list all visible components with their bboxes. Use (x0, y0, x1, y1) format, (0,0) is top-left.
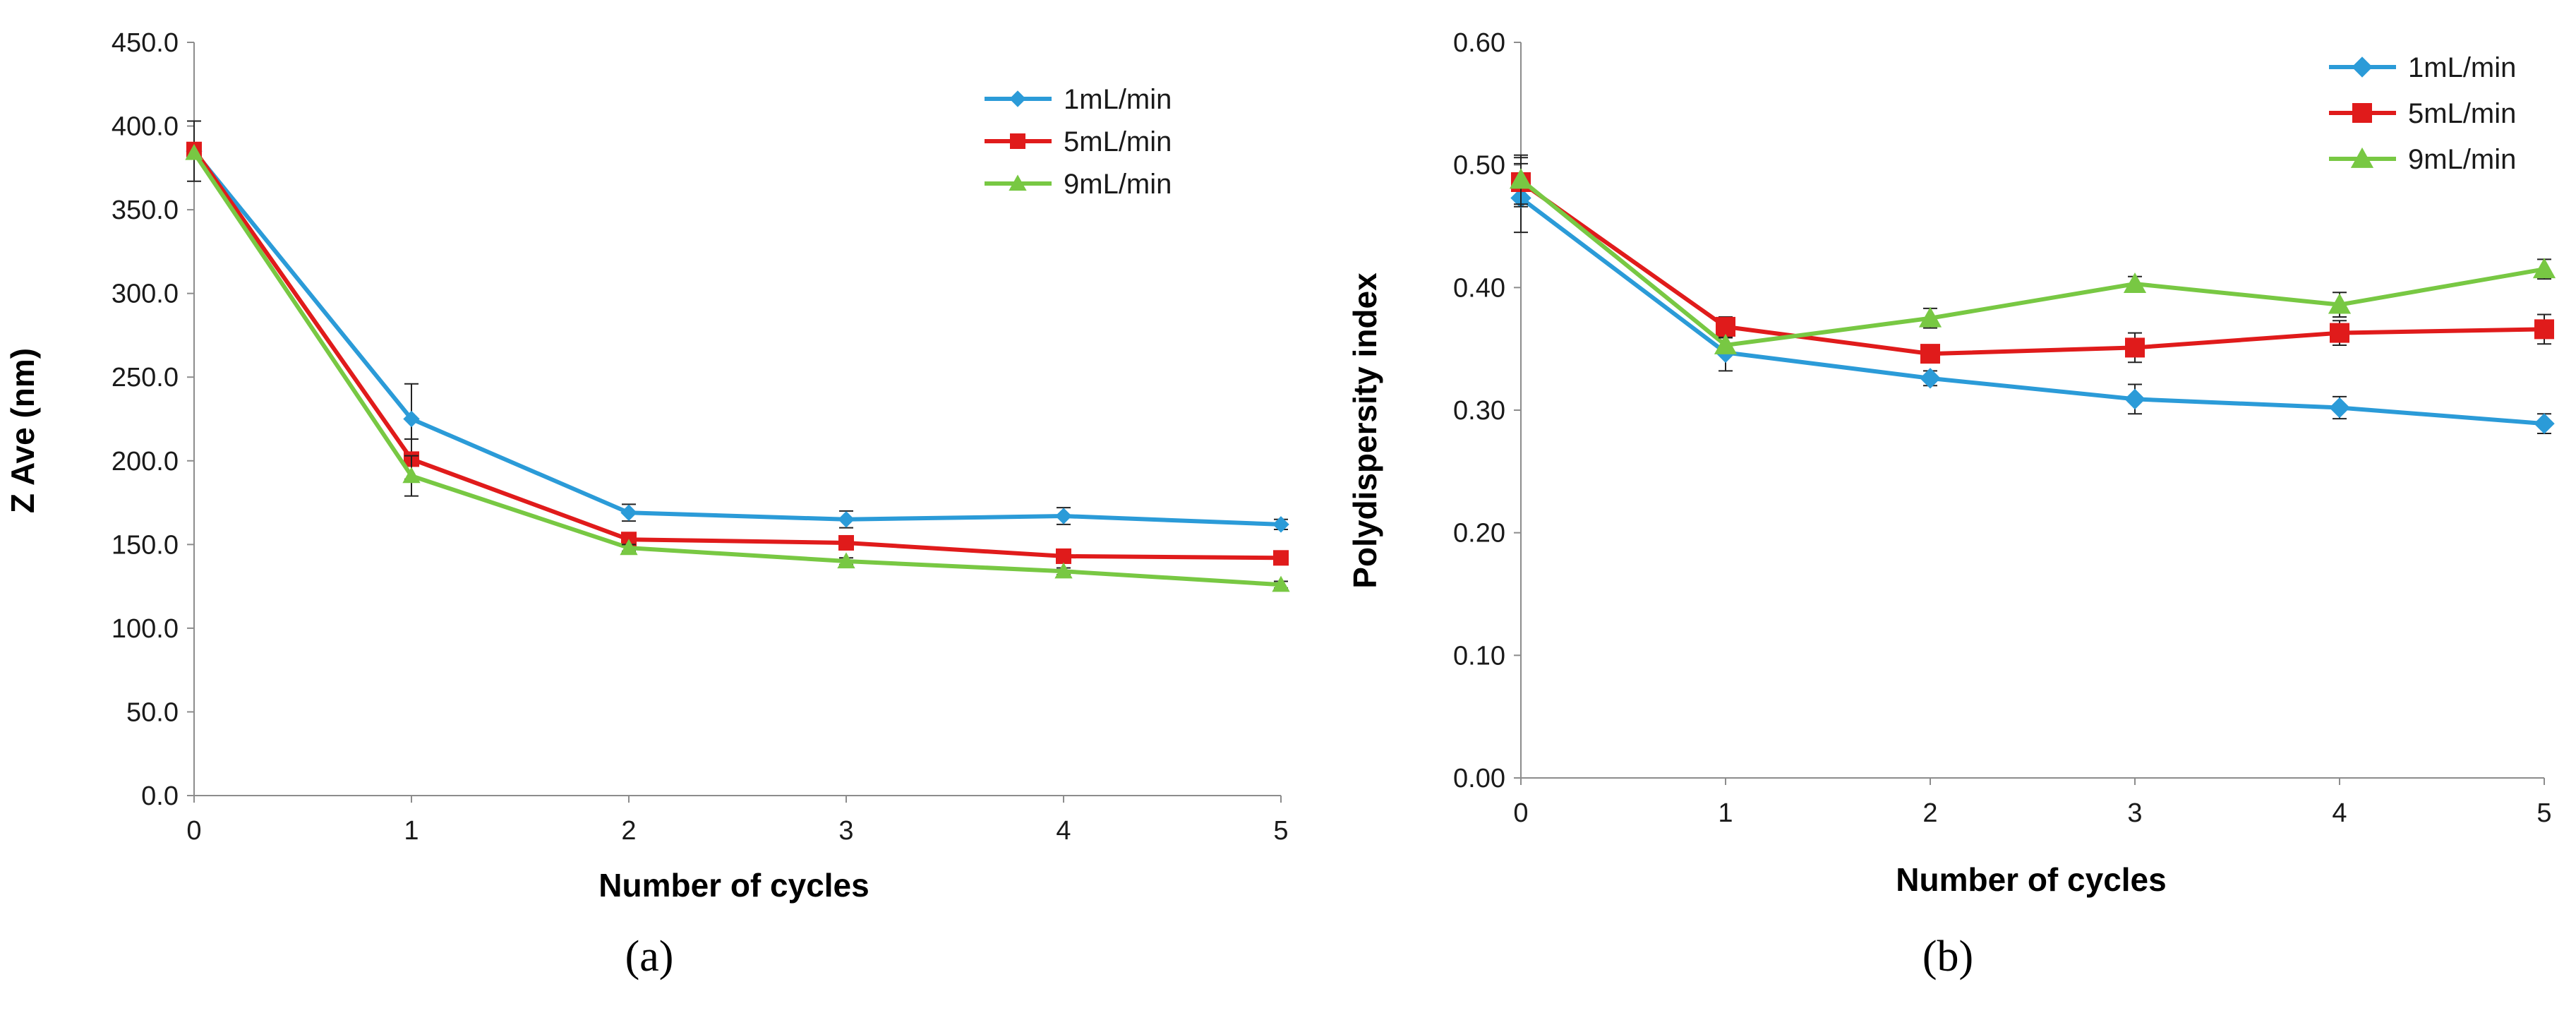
chart-a-data-point (620, 504, 637, 521)
chart-b-data-point (1918, 306, 1942, 328)
chart-b-y-tick-label: 0.10 (1453, 641, 1505, 671)
chart-a-data-point (1272, 575, 1290, 592)
chart-b-x-tick-label: 2 (1922, 798, 1937, 828)
chart-a-data-point (1056, 548, 1071, 564)
chart-b-legend-label: 1mL/min (2408, 52, 2516, 83)
chart-a-y-tick-label: 200.0 (112, 447, 179, 476)
chart-b-data-point (1509, 168, 1533, 189)
chart-a-series-2 (186, 141, 1289, 566)
chart-a-x-tick-label: 4 (1056, 816, 1071, 846)
chart-a-legend-marker (1009, 174, 1027, 191)
chart-a-y-tick-label: 300.0 (112, 280, 179, 309)
chart-a-legend-marker (1009, 90, 1026, 107)
chart-a-data-point (185, 143, 203, 160)
chart-a-data-point (838, 511, 855, 528)
chart-b-data-point (1716, 316, 1735, 337)
chart-a-legend-label: 9mL/min (1064, 169, 1172, 200)
chart-b-y-tick-label: 0.20 (1453, 519, 1505, 549)
chart-b-data-point (2330, 323, 2349, 343)
chart-a-panel-label: (a) (625, 933, 674, 981)
chart-b-legend-marker (2352, 103, 2372, 123)
chart-b-x-tick-label: 3 (2127, 798, 2142, 828)
chart-b-x-ticks: 0 1 2 3 4 5 (1513, 778, 2552, 828)
chart-a-x-tick-label: 0 (186, 816, 201, 846)
chart-b-legend-label: 9mL/min (2408, 144, 2516, 175)
chart-b-y-ticks: 0.00 0.10 0.20 0.30 0.40 0.50 0.60 (1453, 28, 1521, 793)
chart-a-data-point (620, 539, 638, 556)
chart-b-legend-label: 5mL/min (2408, 98, 2516, 129)
chart-b-series-line (1519, 196, 2545, 426)
chart-a-data-point (837, 552, 855, 569)
chart-a-y-axis-label: Z Ave (nm) (4, 348, 41, 513)
chart-b-series-line (1519, 180, 2545, 356)
chart-a-data-point (1055, 508, 1072, 525)
chart-a-y-tick-label: 250.0 (112, 363, 179, 392)
chart-b-data-point (2534, 319, 2554, 340)
chart-b-panel-label: (b) (1922, 933, 1973, 981)
chart-b: 0.00 0.10 0.20 0.30 0.40 0.50 0.60 0 1 2 3 4 5 1mL/… (1347, 28, 2556, 981)
chart-a-x-tick-label: 1 (404, 816, 419, 846)
chart-b-series-3 (1509, 154, 2556, 354)
chart-a-y-tick-label: 400.0 (112, 112, 179, 142)
chart-b-data-point (1920, 368, 1941, 389)
chart-a-x-tick-label: 5 (1273, 816, 1288, 846)
chart-a-y-ticks: 0.0 50.0 100.0 150.0 200.0 250.0 300.0 350.0 400… (112, 28, 194, 811)
chart-b-y-tick-label: 0.30 (1453, 396, 1505, 426)
chart-a-y-tick-label: 150.0 (112, 530, 179, 560)
chart-a-legend: 1mL/min 5mL/min 9mL/min (985, 84, 1172, 200)
chart-b-x-tick-label: 0 (1513, 798, 1528, 828)
chart-b-data-point (2125, 337, 2145, 358)
chart-a-x-axis-label: Number of cycles (598, 867, 869, 904)
chart-a-data-point (403, 410, 420, 428)
chart-b-x-axis-label: Number of cycles (1896, 861, 2166, 898)
chart-a-legend-label: 5mL/min (1064, 126, 1172, 157)
chart-a: 0.050.0100.0150.0200.0250.0300.0350.0400… (4, 28, 1290, 981)
chart-b-y-tick-label: 0.50 (1453, 151, 1505, 181)
chart-a-y-tick-label: 350.0 (112, 196, 179, 225)
chart-a-data-point (1273, 550, 1289, 566)
chart-a-x-ticks: 0 1 2 3 4 5 (186, 796, 1289, 846)
chart-a-y-tick-label: 50.0 (126, 697, 179, 727)
chart-a-y-tick-label: 0.0 (141, 781, 179, 811)
chart-a-x-tick-label: 2 (621, 816, 636, 846)
chart-b-series (1509, 154, 2556, 434)
chart-b-data-point (2124, 388, 2145, 410)
chart-b-data-point (1714, 333, 1738, 354)
chart-b-x-tick-label: 5 (2536, 798, 2551, 828)
chart-b-series-line (1519, 178, 2545, 347)
chart-b-legend-marker (2350, 147, 2374, 168)
chart-a-legend-label: 1mL/min (1064, 84, 1172, 115)
chart-a-series-line (192, 148, 1282, 561)
chart-b-x-tick-label: 1 (1718, 798, 1733, 828)
chart-b-data-point (1920, 344, 1940, 364)
chart-b-legend: 1mL/min 5mL/min 9mL/min (2329, 52, 2516, 175)
chart-a-y-tick-label: 100.0 (112, 614, 179, 644)
chart-b-data-point (2328, 293, 2352, 314)
chart-a-data-point (1054, 562, 1073, 579)
chart-a-data-point (838, 534, 854, 551)
chart-b-data-point (2534, 413, 2555, 434)
chart-a-y-tick-label: 450.0 (112, 28, 179, 58)
chart-b-y-tick-label: 0.40 (1453, 273, 1505, 303)
chart-b-y-tick-label: 0.60 (1453, 28, 1505, 58)
chart-a-legend-marker (1010, 133, 1025, 149)
chart-b-y-tick-label: 0.00 (1453, 764, 1505, 793)
chart-b-y-axis-label: Polydispersity index (1347, 272, 1383, 589)
chart-a-data-point (1272, 516, 1289, 533)
chart-b-data-point (2123, 272, 2147, 294)
chart-a-data-point (402, 467, 421, 484)
chart-a-series-line (192, 150, 1282, 527)
chart-b-data-point (2329, 397, 2350, 419)
chart-b-legend-marker (2352, 56, 2373, 78)
chart-b-data-point (2532, 258, 2556, 279)
chart-b-x-tick-label: 4 (2332, 798, 2347, 828)
chart-b-series-2 (1511, 157, 2554, 364)
chart-a-series-3 (185, 143, 1290, 592)
chart-a-x-tick-label: 3 (838, 816, 853, 846)
chart-a-series-line (192, 151, 1282, 587)
chart-a-series (185, 120, 1290, 592)
